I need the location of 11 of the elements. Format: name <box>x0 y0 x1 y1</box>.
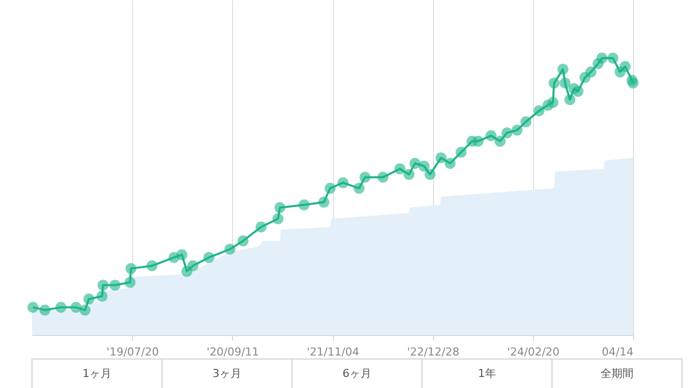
x-tick-label: '19/07/20 <box>106 346 159 358</box>
x-tick-label: '22/12/28 <box>406 346 460 358</box>
x-tick-label: '24/02/20 <box>507 346 560 358</box>
text: 3ヶ月 <box>212 367 242 380</box>
text: 1ヶ月 <box>82 367 112 380</box>
x-tick-label: '21/11/04 <box>306 346 360 358</box>
x-tick-label: '20/09/11 <box>206 346 260 358</box>
text: 全期間 <box>600 367 634 380</box>
text: 6ヶ月 <box>342 367 372 380</box>
text: 1年 <box>478 367 496 380</box>
x-tick-label: 04/14 <box>602 346 634 358</box>
